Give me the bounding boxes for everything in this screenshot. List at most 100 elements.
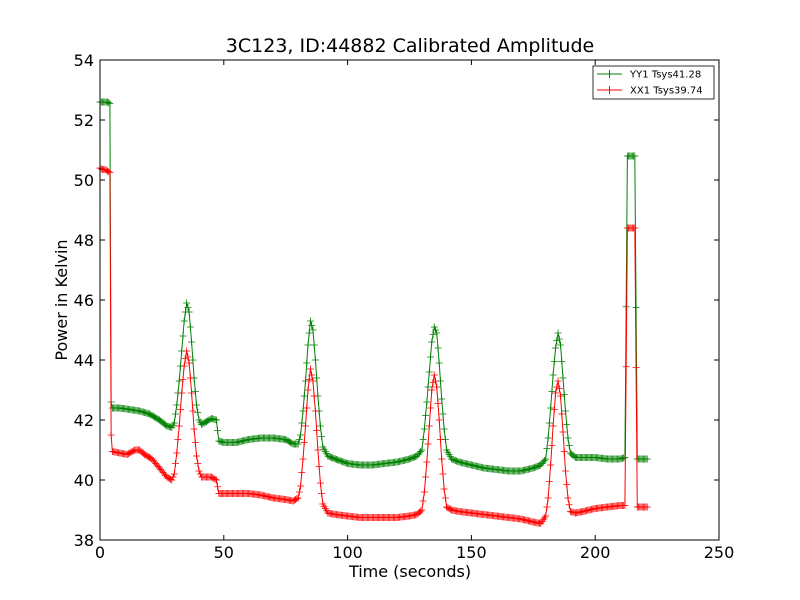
x-tick-label-1: 50 bbox=[214, 543, 234, 562]
series-1-marker-169 bbox=[305, 376, 313, 383]
series-0-marker-170 bbox=[306, 317, 314, 325]
series-0-marker-272 bbox=[433, 329, 441, 337]
series-1-marker-68 bbox=[180, 362, 188, 370]
series-1-marker-374 bbox=[559, 428, 567, 436]
series-0-marker-265 bbox=[424, 383, 432, 391]
series-0-marker-372 bbox=[557, 341, 565, 349]
series-0-marker-7 bbox=[105, 99, 113, 107]
series-1-marker-367 bbox=[550, 406, 558, 413]
series-0-marker-61 bbox=[172, 410, 180, 418]
series-1-marker-79 bbox=[194, 460, 202, 467]
x-tick-label-5: 250 bbox=[704, 543, 735, 562]
series-1-marker-268 bbox=[428, 386, 436, 394]
series-1-marker-59 bbox=[169, 473, 177, 481]
series-1-marker-359 bbox=[540, 514, 548, 522]
series-0-marker-263 bbox=[422, 412, 430, 419]
series-0-marker-70 bbox=[183, 299, 191, 307]
series-1-marker-279 bbox=[441, 494, 449, 502]
series-1-marker-177 bbox=[315, 463, 323, 470]
series-1-marker-165 bbox=[300, 439, 308, 446]
series-1-marker-94 bbox=[212, 476, 220, 484]
series-1-marker-160 bbox=[294, 494, 302, 502]
series-1-marker-74 bbox=[188, 389, 196, 397]
series-1-marker-270 bbox=[430, 371, 438, 379]
series-1-marker-376 bbox=[561, 467, 569, 475]
series-0-marker-163 bbox=[298, 419, 306, 427]
series-1-marker-377 bbox=[563, 481, 571, 488]
series-1-marker-375 bbox=[560, 448, 568, 455]
series-1-marker-72 bbox=[185, 359, 193, 367]
series-1-marker-357 bbox=[538, 518, 546, 526]
series-1-marker-370 bbox=[554, 377, 562, 385]
series-0-marker-72 bbox=[185, 308, 193, 316]
series-0-marker-268 bbox=[428, 338, 436, 346]
x-tick-label-4: 200 bbox=[580, 543, 611, 562]
series-0-marker-259 bbox=[417, 448, 425, 455]
series-0-marker-161 bbox=[295, 436, 303, 443]
series-1-marker-424 bbox=[621, 502, 629, 509]
series-0-marker-364 bbox=[547, 404, 555, 412]
series-1-marker-442 bbox=[643, 503, 651, 511]
legend-marker-xx1 bbox=[605, 86, 614, 94]
series-0-marker-378 bbox=[564, 434, 572, 442]
series-0-marker-78 bbox=[193, 401, 201, 409]
series-1-marker-356 bbox=[537, 520, 545, 527]
y-tick-label-2: 42 bbox=[74, 411, 94, 430]
series-0-marker-433 bbox=[632, 304, 640, 311]
series-1-marker-66 bbox=[178, 389, 186, 397]
y-axis-title: Power in Kelvin bbox=[52, 239, 71, 360]
series-0-marker-68 bbox=[180, 317, 188, 325]
series-0-marker-267 bbox=[427, 353, 435, 361]
series-1-marker-178 bbox=[316, 479, 324, 487]
series-0-marker-77 bbox=[191, 388, 199, 395]
series-1-marker-360 bbox=[542, 512, 550, 520]
series-1-marker-176 bbox=[314, 446, 322, 454]
series-1-marker-362 bbox=[544, 494, 552, 502]
series-0-marker-8 bbox=[106, 100, 114, 107]
series-1-marker-161 bbox=[295, 488, 303, 496]
chart-title: 3C123, ID:44882 Calibrated Amplitude bbox=[226, 35, 594, 57]
y-tick-label-3: 44 bbox=[74, 351, 94, 370]
series-1-marker-271 bbox=[432, 377, 439, 385]
series-0-marker-264 bbox=[423, 398, 431, 406]
series-1-marker-65 bbox=[176, 406, 184, 413]
series-1-marker-61 bbox=[172, 460, 180, 467]
series-1-marker-162 bbox=[297, 482, 305, 490]
y-tick-label-1: 40 bbox=[74, 471, 94, 490]
series-0-marker-379 bbox=[565, 442, 573, 449]
series-0-marker-261 bbox=[419, 436, 427, 443]
series-1-marker-260 bbox=[418, 506, 426, 514]
series-1-marker-368 bbox=[552, 389, 560, 397]
x-axis-title: Time (seconds) bbox=[348, 562, 471, 581]
series-0-marker-266 bbox=[425, 368, 433, 376]
x-tick-label-0: 0 bbox=[95, 543, 105, 562]
series-0 bbox=[96, 98, 651, 475]
series-1-marker-262 bbox=[420, 488, 428, 496]
series-1-marker-63 bbox=[174, 436, 182, 443]
series-1-marker-159 bbox=[293, 495, 301, 503]
series-0-marker-169 bbox=[305, 329, 313, 337]
series-1-marker-95 bbox=[214, 483, 222, 491]
series-1-marker-167 bbox=[303, 404, 311, 412]
series-1-marker-361 bbox=[543, 503, 551, 511]
series-1-marker-58 bbox=[168, 476, 176, 484]
series-0-marker-175 bbox=[313, 374, 321, 382]
series-0-marker-277 bbox=[439, 410, 447, 418]
series-1-marker-275 bbox=[436, 436, 444, 443]
series-0-marker-376 bbox=[561, 407, 569, 415]
series-1-marker-8 bbox=[106, 169, 114, 176]
series-0-marker-361 bbox=[543, 445, 551, 452]
series-1-marker-70 bbox=[183, 347, 191, 355]
series-1-marker-173 bbox=[310, 392, 318, 400]
series-1-marker-60 bbox=[170, 470, 178, 478]
series-0-marker-359 bbox=[540, 457, 548, 464]
series-1-marker-80 bbox=[195, 467, 203, 475]
series-1-marker-171 bbox=[308, 371, 316, 379]
series-1-marker-77 bbox=[191, 439, 199, 446]
series-0-marker-377 bbox=[563, 421, 571, 428]
series-0-marker-366 bbox=[549, 371, 557, 379]
series-1-marker-433 bbox=[632, 364, 640, 371]
series-0-marker-164 bbox=[299, 407, 307, 415]
series-0-marker-179 bbox=[318, 433, 326, 440]
